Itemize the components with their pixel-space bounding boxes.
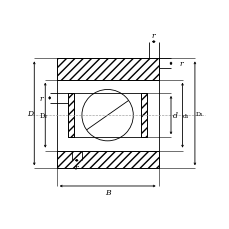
Bar bbox=[57, 151, 158, 169]
Text: d₁: d₁ bbox=[183, 113, 189, 118]
Circle shape bbox=[82, 90, 133, 141]
Bar bbox=[68, 94, 74, 138]
Bar bbox=[140, 94, 147, 138]
Text: D: D bbox=[27, 110, 33, 118]
Text: D₂: D₂ bbox=[39, 112, 47, 120]
Text: D₁: D₁ bbox=[195, 111, 202, 116]
Text: d: d bbox=[172, 112, 177, 120]
Text: r: r bbox=[178, 60, 182, 68]
Text: B: B bbox=[104, 188, 110, 196]
Text: r: r bbox=[75, 163, 78, 171]
Text: r: r bbox=[39, 95, 42, 102]
Bar bbox=[57, 59, 158, 80]
Text: r: r bbox=[151, 31, 155, 39]
